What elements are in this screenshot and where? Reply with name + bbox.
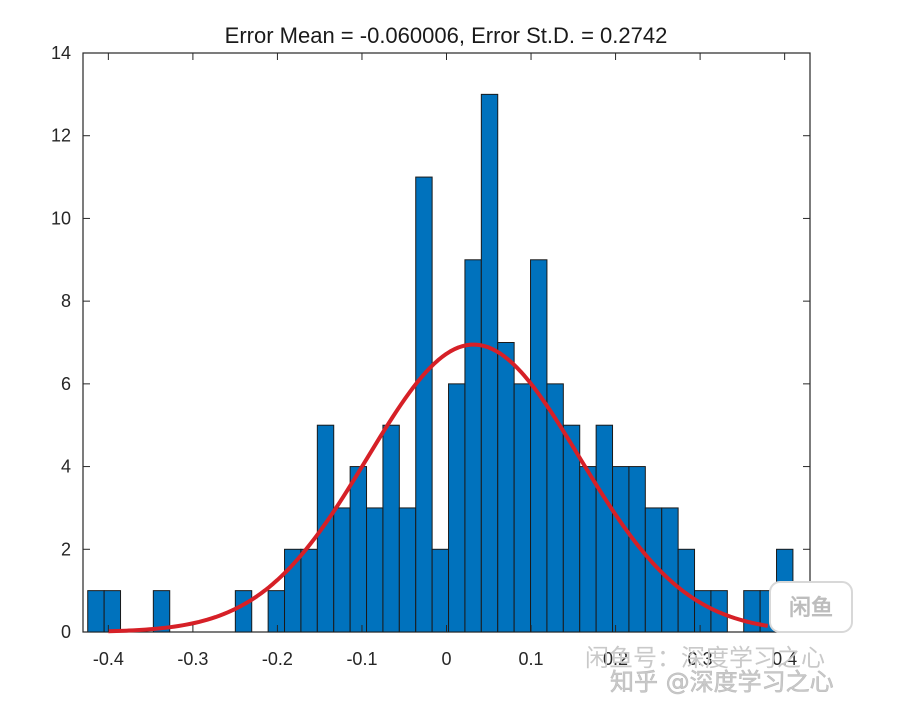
y-tick-label: 10 [51, 208, 71, 228]
chart-title: Error Mean = -0.060006, Error St.D. = 0.… [225, 23, 668, 48]
y-tick-label: 8 [61, 291, 71, 311]
histogram-bar [661, 507, 679, 633]
xianyu-badge-text: 闲鱼 [789, 595, 833, 621]
x-tick-label: -0.1 [346, 649, 377, 669]
fit-curve-layer [108, 342, 769, 634]
histogram-bar [513, 383, 532, 633]
histogram-bar [694, 590, 712, 633]
xianyu-watermark: 闲鱼号：深度学习之心 [585, 644, 825, 672]
y-tick-label: 6 [61, 374, 71, 394]
bars-layer [87, 93, 794, 633]
histogram-bar [398, 507, 417, 633]
histogram-bar [448, 383, 466, 633]
watermark-layer: 闲鱼 闲鱼号：深度学习之心 知乎 @深度学习之心 [585, 581, 853, 696]
histogram-bar [464, 259, 482, 633]
histogram-bar [480, 93, 499, 633]
x-tick-label: 0.4 [772, 649, 797, 669]
histogram-bar [415, 176, 433, 633]
x-tick-label: 0.1 [519, 649, 544, 669]
x-tick-label: -0.2 [262, 649, 293, 669]
histogram-bar [612, 466, 630, 633]
histogram-bar [431, 548, 450, 633]
histogram-bar [382, 424, 400, 633]
y-axis-ticks: 0 2 4 6 8 10 12 14 [51, 43, 810, 642]
x-tick-label: -0.4 [93, 649, 124, 669]
histogram-bar [87, 590, 105, 633]
y-tick-label: 2 [61, 539, 71, 559]
y-tick-label: 14 [51, 43, 71, 63]
histogram-bar [366, 507, 384, 633]
histogram-bar [267, 590, 286, 633]
y-tick-label: 12 [51, 126, 71, 146]
histogram-bar [284, 548, 302, 633]
histogram-bar [530, 259, 548, 633]
histogram-bar [595, 424, 614, 633]
zhihu-watermark: 知乎 @深度学习之心 [610, 668, 834, 696]
x-tick-label: -0.3 [177, 649, 208, 669]
x-tick-label: 0.2 [603, 649, 628, 669]
xianyu-badge: 闲鱼 [769, 581, 853, 633]
axes-box [82, 52, 811, 633]
histogram-bar [349, 466, 368, 633]
histogram-bar [103, 590, 122, 633]
histogram-bar [152, 590, 171, 633]
histogram-bar [333, 507, 351, 633]
histogram-bar [497, 342, 515, 633]
y-tick-label: 4 [61, 457, 71, 477]
x-tick-label: 0.3 [688, 649, 713, 669]
histogram-bar [300, 548, 318, 633]
histogram-bar [579, 466, 597, 633]
normal-fit-curve [108, 342, 769, 634]
x-tick-label: 0 [441, 649, 451, 669]
y-tick-label: 0 [61, 622, 71, 642]
histogram-bar [234, 590, 253, 633]
xianyu-badge-box [769, 581, 853, 633]
